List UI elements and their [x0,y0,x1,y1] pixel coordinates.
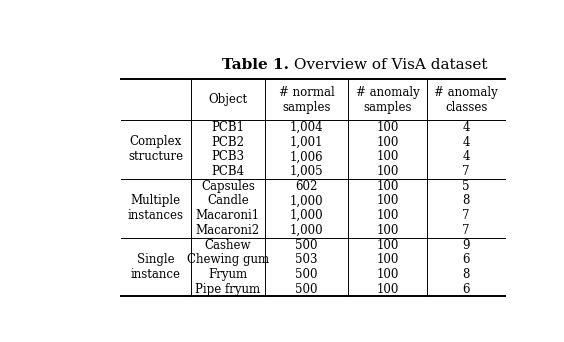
Text: 500: 500 [296,268,318,281]
Text: 7: 7 [462,209,470,222]
Text: 100: 100 [376,282,399,295]
Text: 100: 100 [376,238,399,251]
Text: 1,000: 1,000 [290,194,323,207]
Text: PCB2: PCB2 [212,135,244,148]
Text: 8: 8 [462,194,470,207]
Text: 7: 7 [462,224,470,237]
Text: 100: 100 [376,209,399,222]
Text: 1,000: 1,000 [290,209,323,222]
Text: 1,004: 1,004 [290,121,323,134]
Text: # anomaly
classes: # anomaly classes [434,86,498,114]
Text: 1,005: 1,005 [290,165,323,178]
Text: 500: 500 [296,238,318,251]
Text: PCB4: PCB4 [212,165,244,178]
Text: 602: 602 [296,180,318,193]
Text: Macaroni2: Macaroni2 [196,224,260,237]
Text: Pipe fryum: Pipe fryum [195,282,261,295]
Text: 100: 100 [376,165,399,178]
Text: Table 1.: Table 1. [222,58,289,72]
Text: Single
instance: Single instance [131,253,180,281]
Text: 4: 4 [462,121,470,134]
Text: Chewing gum: Chewing gum [187,253,269,266]
Text: 100: 100 [376,194,399,207]
Text: # anomaly
samples: # anomaly samples [355,86,419,114]
Text: 100: 100 [376,150,399,163]
Text: Complex
structure: Complex structure [128,135,183,163]
Text: 1,006: 1,006 [290,150,323,163]
Text: Cashew: Cashew [205,238,251,251]
Text: 100: 100 [376,180,399,193]
Text: 503: 503 [296,253,318,266]
Text: # normal
samples: # normal samples [279,86,334,114]
Text: 100: 100 [376,121,399,134]
Text: 8: 8 [462,268,470,281]
Text: Multiple
instances: Multiple instances [127,194,184,222]
Text: 5: 5 [462,180,470,193]
Text: Object: Object [208,93,248,106]
Text: 100: 100 [376,135,399,148]
Text: PCB3: PCB3 [212,150,244,163]
Text: Macaroni1: Macaroni1 [196,209,260,222]
Text: Overview of VisA dataset: Overview of VisA dataset [289,58,487,72]
Text: 6: 6 [462,253,470,266]
Text: Candle: Candle [207,194,249,207]
Text: 100: 100 [376,268,399,281]
Text: 1,000: 1,000 [290,224,323,237]
Text: PCB1: PCB1 [212,121,244,134]
Text: 100: 100 [376,224,399,237]
Text: 500: 500 [296,282,318,295]
Text: 4: 4 [462,150,470,163]
Text: 7: 7 [462,165,470,178]
Text: 100: 100 [376,253,399,266]
Text: 1,001: 1,001 [290,135,323,148]
Text: 6: 6 [462,282,470,295]
Text: 4: 4 [462,135,470,148]
Text: Fryum: Fryum [208,268,248,281]
Text: 9: 9 [462,238,470,251]
Text: Capsules: Capsules [201,180,255,193]
